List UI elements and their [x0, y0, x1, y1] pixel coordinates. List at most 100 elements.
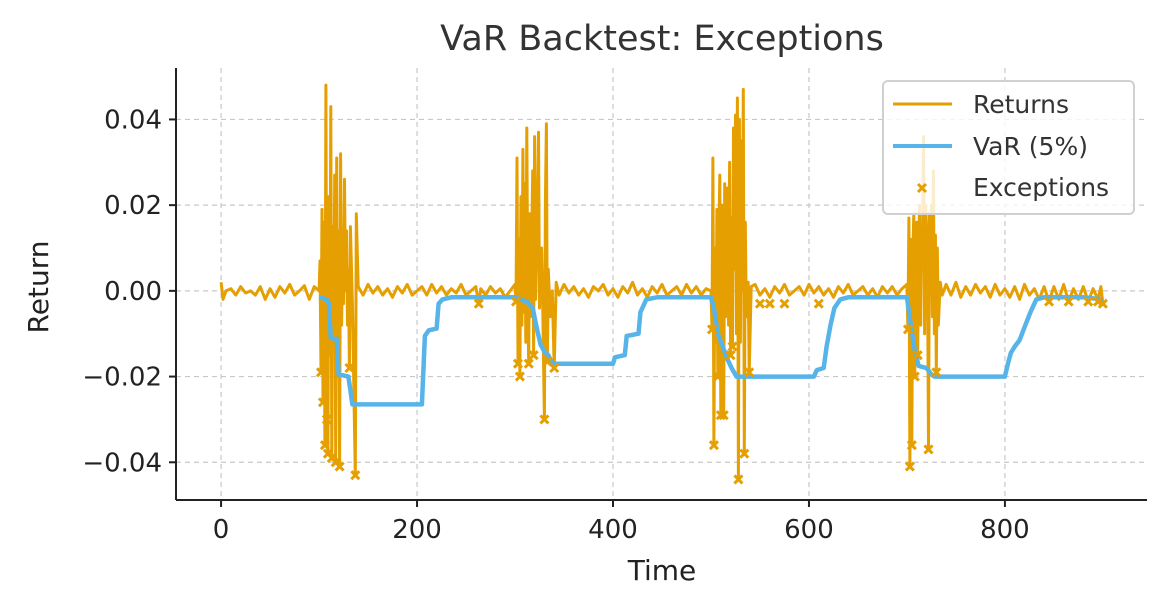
exception-marker-stroke — [923, 444, 934, 455]
exception-marker-stroke — [514, 371, 525, 382]
exception-marker-stroke — [1063, 296, 1074, 307]
exception-marker — [706, 324, 718, 335]
exception-marker — [528, 350, 539, 361]
x-tick-label: 0 — [213, 515, 230, 545]
exception-marker-stroke — [317, 397, 329, 408]
exception-marker-stroke — [744, 367, 755, 378]
exception-marker-stroke — [912, 350, 923, 361]
exception-marker-stroke — [330, 457, 341, 468]
var-line — [318, 295, 1104, 407]
exception-marker-stroke — [739, 448, 750, 459]
y-tick-label: −0.04 — [82, 448, 162, 478]
exception-marker-stroke — [1092, 296, 1104, 307]
legend-returns-label: Returns — [973, 90, 1069, 119]
y-tick-label: 0.04 — [104, 105, 162, 135]
exception-marker — [739, 448, 750, 459]
legend-var-label: VaR (5%) — [973, 132, 1088, 161]
exception-marker-stroke — [931, 367, 942, 378]
exception-marker — [727, 341, 738, 352]
exception-marker-stroke — [510, 296, 522, 307]
exception-marker — [718, 410, 729, 421]
legend: Returns VaR (5%) Exceptions — [882, 80, 1135, 215]
exception-marker — [754, 298, 766, 309]
x-tick-label: 800 — [980, 515, 1030, 545]
legend-box — [882, 80, 1135, 215]
exception-marker — [904, 461, 915, 472]
exception-marker — [744, 367, 755, 378]
exception-marker-stroke — [1097, 298, 1108, 309]
exception-marker — [317, 397, 329, 408]
chart-title: VaR Backtest: Exceptions — [440, 19, 884, 59]
exception-marker — [764, 298, 775, 309]
exception-marker-stroke — [549, 362, 560, 374]
y-tick-label: 0.00 — [104, 277, 162, 307]
exception-marker-stroke — [528, 350, 539, 361]
exception-marker — [708, 440, 719, 451]
exception-marker-stroke — [334, 461, 345, 472]
exception-marker — [1083, 296, 1094, 307]
exception-marker-stroke — [473, 298, 484, 309]
exception-marker — [350, 470, 361, 481]
plot-area — [219, 83, 1108, 485]
exception-marker-stroke — [1043, 296, 1055, 307]
exception-marker-stroke — [319, 440, 330, 451]
exception-marker-stroke — [523, 358, 534, 369]
exception-marker-stroke — [539, 414, 550, 425]
exception-marker — [514, 371, 525, 382]
exception-marker-stroke — [764, 298, 775, 309]
exception-marker-stroke — [715, 410, 726, 421]
exception-marker-stroke — [1083, 296, 1094, 307]
exception-marker-stroke — [779, 298, 790, 309]
exception-marker — [549, 362, 560, 374]
exception-marker-stroke — [344, 362, 355, 374]
exception-marker — [334, 461, 345, 472]
exception-marker-stroke — [315, 367, 327, 378]
exception-marker — [321, 414, 332, 425]
returns-line — [219, 83, 1105, 481]
exception-marker — [315, 367, 327, 378]
exception-marker — [523, 358, 534, 369]
exception-marker — [779, 298, 790, 309]
exception-marker — [539, 414, 550, 425]
exception-marker — [512, 358, 524, 369]
exception-marker-stroke — [322, 448, 333, 459]
exception-marker-stroke — [326, 452, 337, 464]
y-axis-label: Return — [22, 241, 55, 334]
exception-marker — [1043, 296, 1055, 307]
exception-marker-stroke — [727, 341, 738, 352]
exception-marker — [906, 440, 917, 451]
x-tick-label: 200 — [392, 515, 442, 545]
exception-marker — [909, 371, 920, 382]
exception-marker — [715, 410, 726, 421]
exception-marker-stroke — [512, 358, 524, 369]
exception-marker — [931, 367, 942, 378]
exception-marker — [1063, 296, 1074, 307]
exception-marker — [813, 298, 824, 309]
exception-marker — [712, 371, 723, 382]
exception-marker-stroke — [733, 474, 744, 485]
exception-marker-stroke — [350, 470, 361, 481]
exception-marker-stroke — [906, 440, 917, 451]
legend-exceptions-label: Exceptions — [973, 173, 1109, 202]
exception-marker-stroke — [902, 324, 913, 335]
exception-marker-stroke — [542, 356, 553, 367]
exception-marker-stroke — [904, 461, 915, 472]
exception-marker — [923, 444, 934, 455]
exception-marker — [912, 350, 923, 361]
exception-marker — [510, 296, 522, 307]
exception-marker-stroke — [909, 371, 920, 382]
exception-marker-stroke — [813, 298, 824, 309]
x-axis-label: Time — [627, 554, 697, 587]
axes: 0 200 400 600 800 −0.04 −0.02 0.00 0.02 0.04 — [82, 68, 1147, 545]
exception-marker-stroke — [712, 371, 723, 382]
y-tick-label: 0.02 — [104, 191, 162, 221]
exception-marker — [733, 474, 744, 485]
exception-marker-stroke — [725, 350, 736, 361]
exception-marker — [344, 362, 355, 374]
x-tick-label: 400 — [588, 515, 638, 545]
exception-marker — [725, 350, 736, 361]
exception-marker-stroke — [754, 298, 766, 309]
exception-marker-stroke — [706, 324, 718, 335]
x-tick-label: 600 — [784, 515, 834, 545]
